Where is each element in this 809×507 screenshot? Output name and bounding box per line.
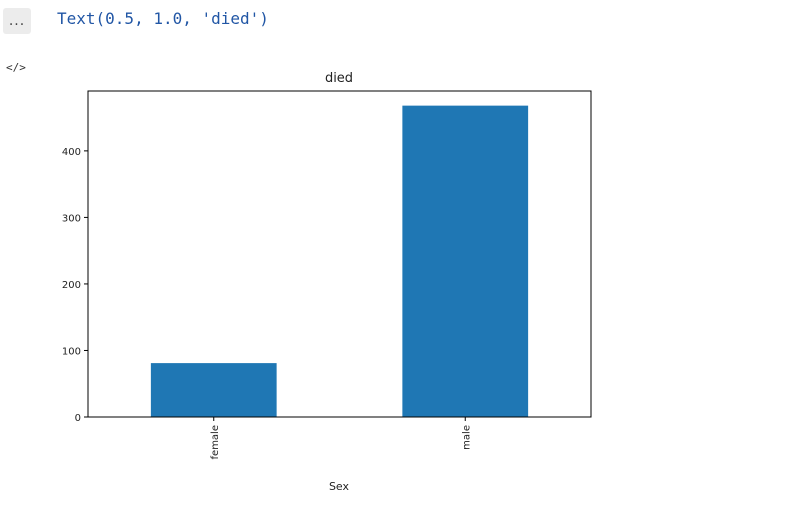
x-tick-label: male <box>461 425 472 450</box>
y-tick-label: 400 <box>62 147 81 158</box>
y-tick-label: 200 <box>62 280 81 291</box>
cell-output-text: Text(0.5, 1.0, 'died') <box>57 9 269 28</box>
plot-frame <box>87 90 592 418</box>
y-tick-label: 100 <box>62 346 81 357</box>
bar-female <box>150 363 277 417</box>
plot-area: female male 0 100 200 300 400 <box>62 105 529 459</box>
x-axis-label: Sex <box>329 480 350 493</box>
bar-male <box>402 105 529 418</box>
y-tick-label: 300 <box>62 213 81 224</box>
more-actions-button[interactable]: ... <box>3 8 31 34</box>
y-tick-label: 0 <box>75 413 81 424</box>
x-tick-label: female <box>210 425 221 459</box>
code-icon[interactable]: </> <box>6 61 26 74</box>
chart-title: died <box>325 71 353 86</box>
